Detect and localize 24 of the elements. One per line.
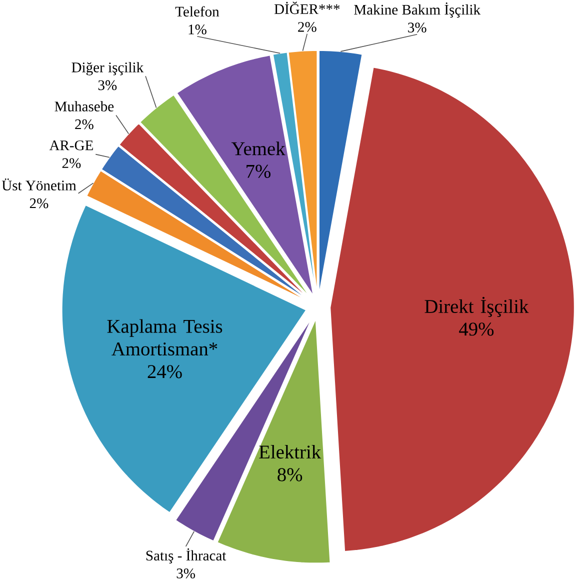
slice-label: Telefon bbox=[175, 6, 220, 17]
slice-label: Yemek bbox=[231, 142, 286, 156]
slice-label: AR-GE bbox=[49, 140, 93, 150]
slice-label: Satış - İhracat bbox=[146, 548, 226, 564]
slice-label: Muhasebe bbox=[54, 101, 114, 112]
slice-label: Direkt İşçilik bbox=[424, 296, 529, 317]
slice-label: Kaplama Tesis Amortisman* bbox=[107, 319, 222, 356]
slice-label: Elektrik bbox=[259, 444, 322, 459]
data-label: 3% bbox=[408, 22, 426, 32]
slice-label: Üst Yönetim bbox=[2, 178, 76, 190]
slice-label: DİĞER*** bbox=[274, 2, 340, 14]
data-label: 2% bbox=[30, 198, 48, 208]
data-label: 8% bbox=[278, 468, 302, 482]
data-label: 7% bbox=[246, 164, 271, 178]
slice-label: Makine Bakım İşçilik bbox=[354, 2, 481, 18]
data-label: 1% bbox=[188, 24, 206, 34]
data-label: 2% bbox=[298, 22, 316, 32]
data-label: 3% bbox=[176, 568, 196, 578]
data-label: 2% bbox=[62, 158, 81, 168]
data-label: 24% bbox=[148, 365, 182, 378]
slice-label: Diğer işçilik bbox=[72, 62, 144, 76]
data-label: 49% bbox=[459, 322, 494, 336]
data-label: 2% bbox=[75, 119, 94, 130]
data-label: 3% bbox=[98, 80, 117, 90]
